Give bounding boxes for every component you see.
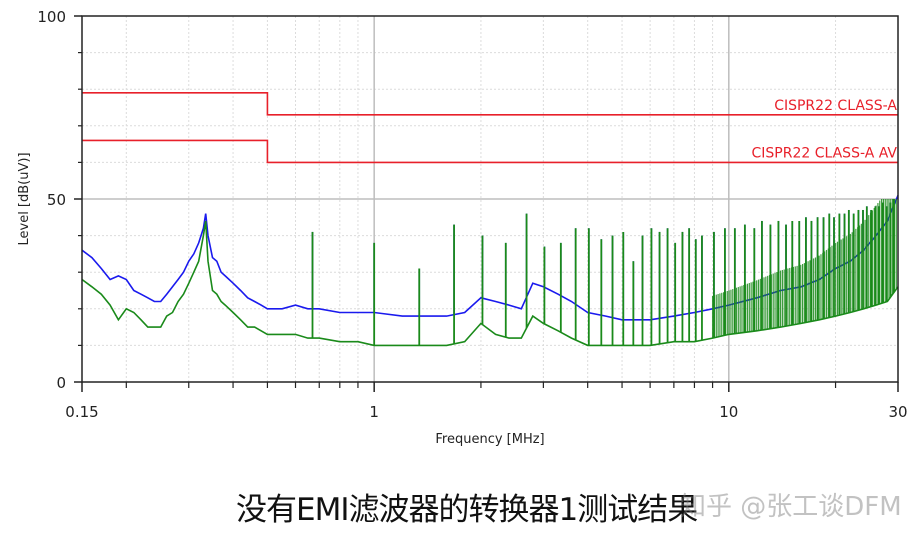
peak-harmonic-spikes	[311, 199, 895, 320]
peak-trace	[81, 194, 899, 321]
limit-label: CISPR22 CLASS-A	[774, 98, 897, 114]
watermark: 知乎 @张工谈DFM	[680, 492, 902, 522]
limit-line	[82, 92, 898, 116]
figure-caption: 没有EMI滤波器的转换器1测试结果	[236, 492, 698, 528]
limit-label: CISPR22 CLASS-A AV	[751, 145, 897, 161]
x-tick-label: 0.15	[65, 403, 98, 421]
limit-lines	[82, 92, 898, 164]
x-tick-label: 10	[719, 403, 738, 421]
y-axis-title: Level [dB(uV)]	[17, 152, 32, 245]
y-tick-label: 100	[37, 8, 66, 26]
x-axis-title: Frequency [MHz]	[435, 432, 544, 447]
x-tick-label: 1	[369, 403, 379, 421]
axes: 0 50 100 0.15 1 10 30	[37, 8, 907, 421]
limit-labels: CISPR22 CLASS-A CISPR22 CLASS-A AV	[751, 98, 897, 162]
grid-lines	[82, 16, 898, 382]
y-tick-label: 0	[56, 374, 66, 392]
average-harmonic-spikes	[311, 199, 897, 346]
y-tick-label: 50	[47, 191, 66, 209]
average-trace	[81, 220, 899, 347]
x-tick-label: 30	[888, 403, 907, 421]
limit-line	[82, 139, 898, 164]
